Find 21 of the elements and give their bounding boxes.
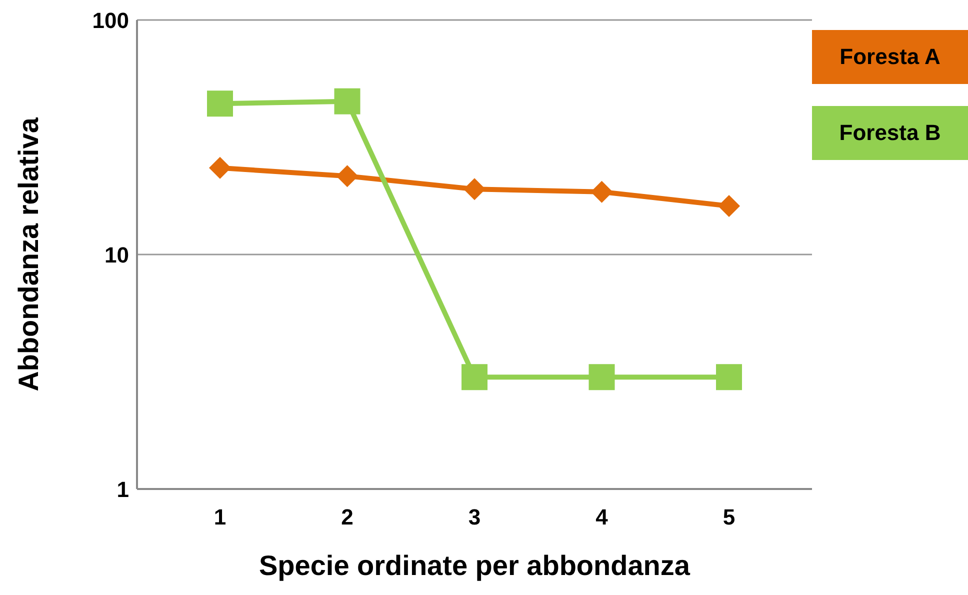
point [209,156,231,179]
y-tick-label: 1 [116,476,129,502]
point [207,90,233,117]
text: Foresta A [812,30,968,84]
point [718,195,740,217]
y-axis-title: Abbondanza relativa [12,117,44,392]
x-tick-label: 2 [341,504,354,530]
x-tick-label: 3 [468,504,481,530]
x-tick-label: 5 [722,504,736,530]
y-tick-label: 100 [92,8,129,33]
point [464,178,486,200]
x-tick-label: 1 [214,504,226,530]
x-axis-title: Specie ordinate per abbondanza [259,550,690,581]
point [334,88,360,114]
text: Foresta B [812,106,968,160]
y-tick-label: 10 [104,242,129,268]
point [462,364,488,390]
point [588,364,615,390]
point [716,364,742,390]
x-tick-label: 4 [596,504,609,530]
point [336,165,358,188]
